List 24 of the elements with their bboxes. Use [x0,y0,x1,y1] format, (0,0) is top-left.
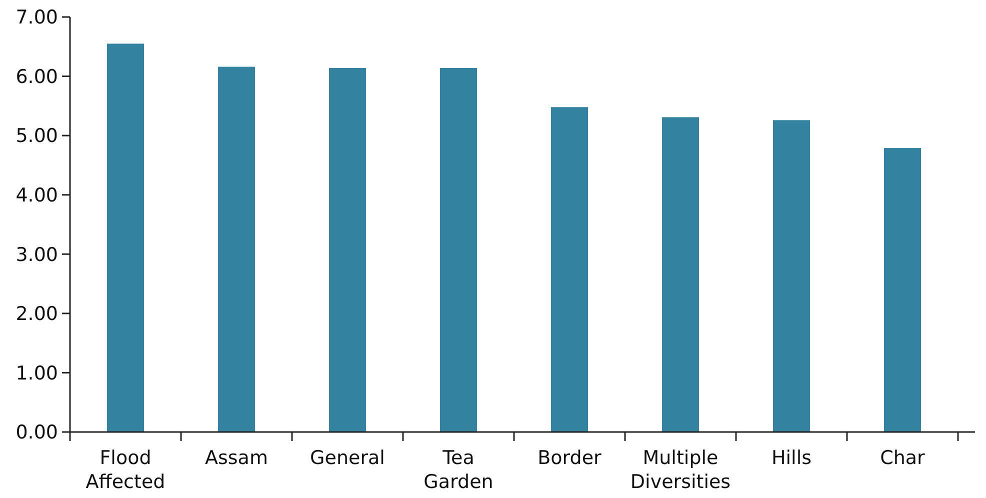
y-tick-label: 0.00 [16,422,58,444]
x-tick-label: Char [880,447,926,469]
bar [218,66,255,432]
bar [773,120,810,432]
y-tick-label: 1.00 [16,362,58,384]
bar [884,148,921,432]
y-tick-label: 3.00 [16,244,58,266]
bar [662,117,699,432]
bar [440,68,477,432]
y-tick-label: 6.00 [16,66,58,88]
x-tick-label: Border [538,447,602,469]
bar [107,44,144,432]
x-tick-label: Tea Garden [424,447,494,493]
y-tick-label: 7.00 [16,6,58,29]
bar [329,68,366,432]
x-tick-label: Multiple Diversities [630,447,731,493]
y-tick-label: 2.00 [16,303,58,326]
bar [551,107,588,432]
y-tick-label: 5.00 [16,125,58,148]
x-tick-label: Hills [771,447,812,469]
x-tick-label: Flood Affected [86,447,166,493]
y-tick-label: 4.00 [16,184,58,207]
x-tick-label: General [310,447,385,469]
x-tick-label: Assam [205,447,268,469]
